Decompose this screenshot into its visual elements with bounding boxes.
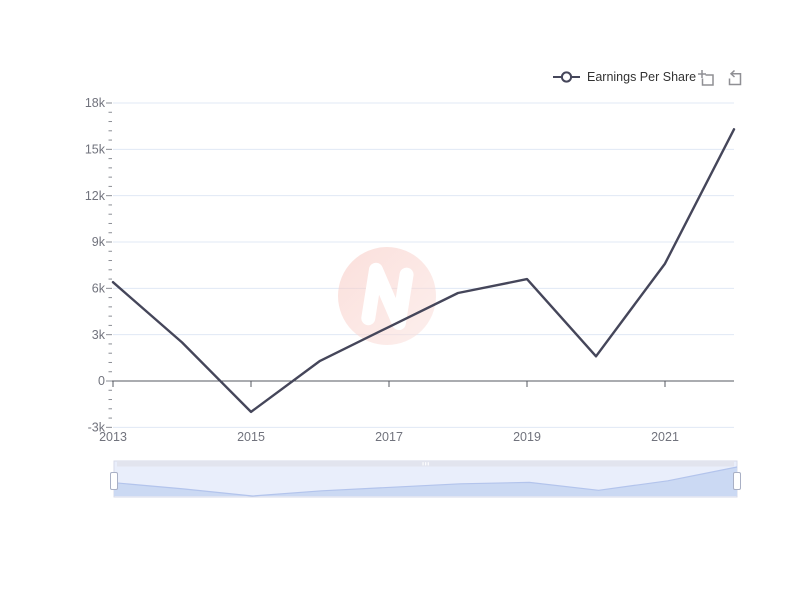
restore-arrow-box-icon xyxy=(728,69,742,86)
datazoom-left-handle[interactable] xyxy=(110,472,118,490)
y-axis-label: 15k xyxy=(85,143,106,157)
y-axis-labels: -3k 0 3k 6k 9k 12k 15k 18k xyxy=(85,96,106,434)
series-line-earnings-per-share[interactable] xyxy=(111,128,736,414)
datazoom-slider xyxy=(110,460,741,498)
toolbox-restore-button[interactable] xyxy=(724,68,744,88)
x-axis-label: 2013 xyxy=(99,430,127,444)
x-axis-label: 2019 xyxy=(513,430,541,444)
x-axis-labels: 2013 2015 2017 2019 2021 xyxy=(99,430,679,444)
y-axis-label: 0 xyxy=(98,374,105,388)
x-axis-label: 2015 xyxy=(237,430,265,444)
x-axis xyxy=(112,380,734,387)
x-axis-label: 2017 xyxy=(375,430,403,444)
legend-label: Earnings Per Share xyxy=(587,70,697,84)
toolbox xyxy=(696,68,744,88)
y-axis-label: 3k xyxy=(92,328,106,342)
watermark-logo xyxy=(338,247,436,345)
y-axis-label: 18k xyxy=(85,96,106,110)
triple-bar-grip-icon[interactable] xyxy=(422,462,429,466)
y-axis-label: 9k xyxy=(92,235,106,249)
y-axis-ticks xyxy=(106,102,112,428)
legend-item-earnings-per-share[interactable]: Earnings Per Share xyxy=(553,68,696,86)
toolbox-datazoom-button[interactable] xyxy=(696,68,716,88)
y-axis-label: 12k xyxy=(85,189,106,203)
line-circle-marker-icon xyxy=(553,71,580,83)
y-axis-label: 6k xyxy=(92,282,106,296)
datazoom-shadow-line xyxy=(113,466,738,497)
datazoom-right-handle[interactable] xyxy=(733,472,741,490)
zoom-select-box-icon xyxy=(698,70,714,86)
x-axis-label: 2021 xyxy=(651,430,679,444)
y-axis-label: -3k xyxy=(88,421,106,435)
